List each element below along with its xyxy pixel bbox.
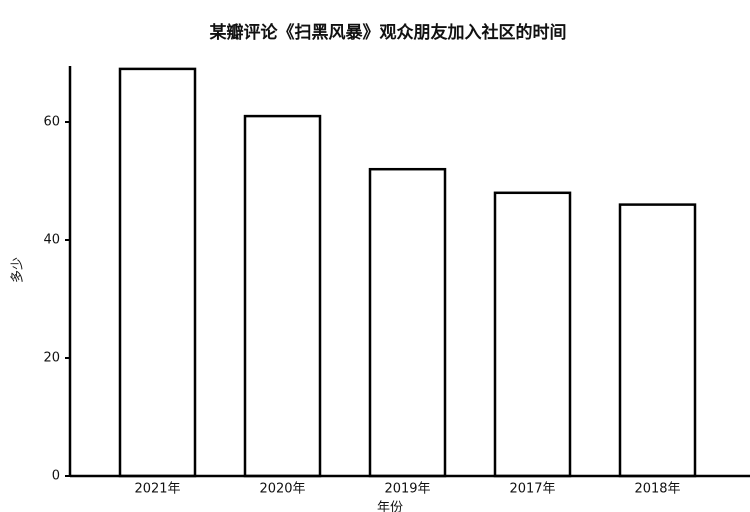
y-tick-label: 60: [43, 115, 60, 130]
y-tick-label: 40: [43, 233, 60, 248]
x-tick-label: 2021年: [134, 482, 180, 497]
y-axis-label: 多少: [10, 257, 26, 283]
x-tick-label: 2020年: [259, 482, 305, 497]
bar: [118, 67, 197, 478]
bar: [368, 167, 447, 478]
x-tick-label: 2018年: [634, 482, 680, 497]
x-axis-label: 年份: [377, 501, 403, 512]
bar: [618, 203, 697, 478]
y-tick-label: 0: [52, 469, 60, 484]
chart-title: 某瓣评论《扫黑风暴》观众朋友加入社区的时间: [210, 22, 567, 43]
y-tick-label: 20: [43, 351, 60, 366]
x-tick-label: 2019年: [384, 482, 430, 497]
bar: [493, 191, 572, 478]
x-tick-label: 2017年: [509, 482, 555, 497]
bar: [243, 114, 322, 478]
